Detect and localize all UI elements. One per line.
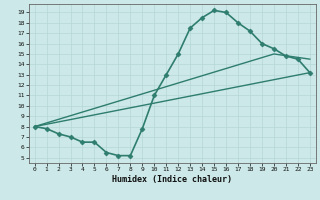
X-axis label: Humidex (Indice chaleur): Humidex (Indice chaleur) xyxy=(112,175,232,184)
